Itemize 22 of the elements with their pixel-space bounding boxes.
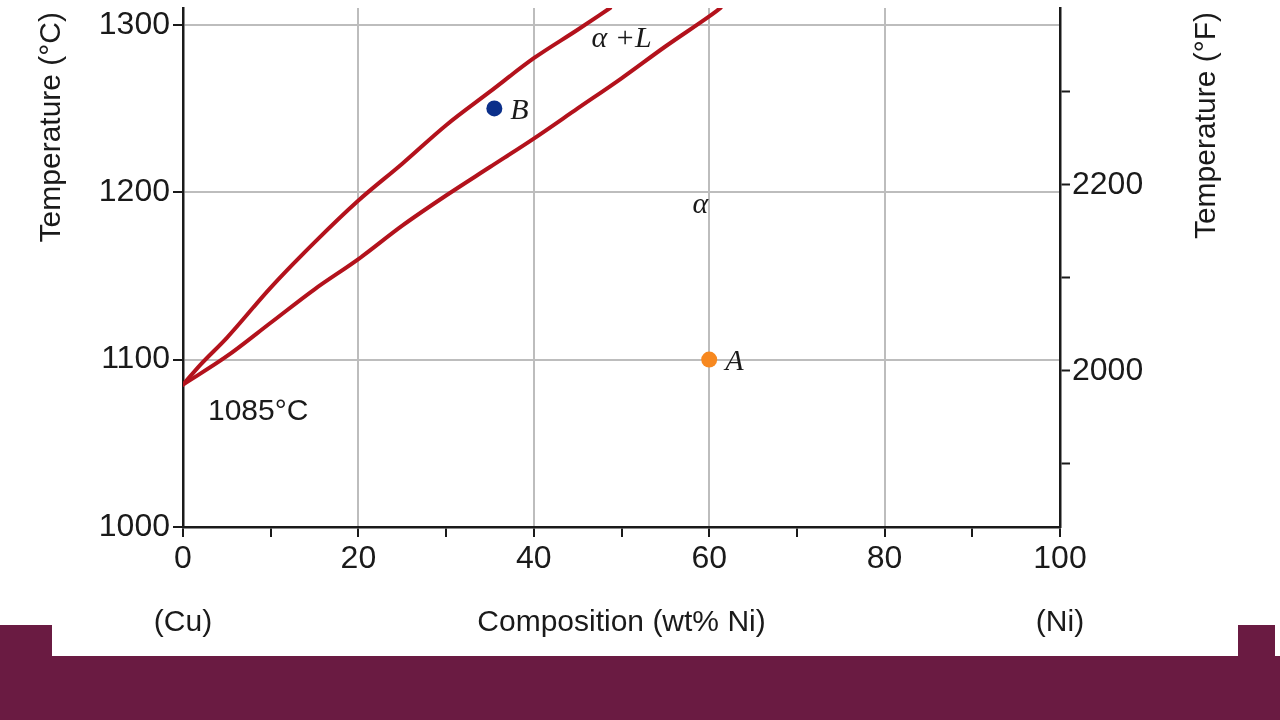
y2-tick-label: 2000: [1072, 350, 1144, 387]
series-label: B: [510, 92, 529, 126]
annotation: α +L: [591, 20, 652, 54]
y-axis-title: Temperature (°C): [33, 12, 67, 243]
annotation: 1085°C: [208, 392, 309, 426]
y2-tick-label: 2200: [1072, 164, 1144, 201]
y-tick-label: 1300: [98, 4, 170, 41]
text: (Cu): [153, 604, 213, 638]
x-tick-label: 80: [866, 539, 903, 576]
x-tick-label: 100: [1033, 539, 1087, 576]
x-tick-label: 40: [516, 539, 552, 576]
x-tick-label: 20: [340, 539, 377, 576]
x-tick-label: 0: [174, 539, 192, 576]
y-tick-label: 1100: [101, 339, 170, 376]
text: (Ni): [1035, 604, 1085, 638]
y-tick-label: 1000: [98, 506, 170, 543]
x-tick-label: 60: [691, 539, 727, 576]
annotation: α: [692, 186, 710, 220]
y-tick-label: 1200: [98, 171, 170, 208]
x-axis-title: Composition (wt% Ni): [477, 604, 766, 638]
y2-axis-title: Temperature (°F): [1188, 12, 1222, 240]
series-label: A: [723, 343, 745, 377]
